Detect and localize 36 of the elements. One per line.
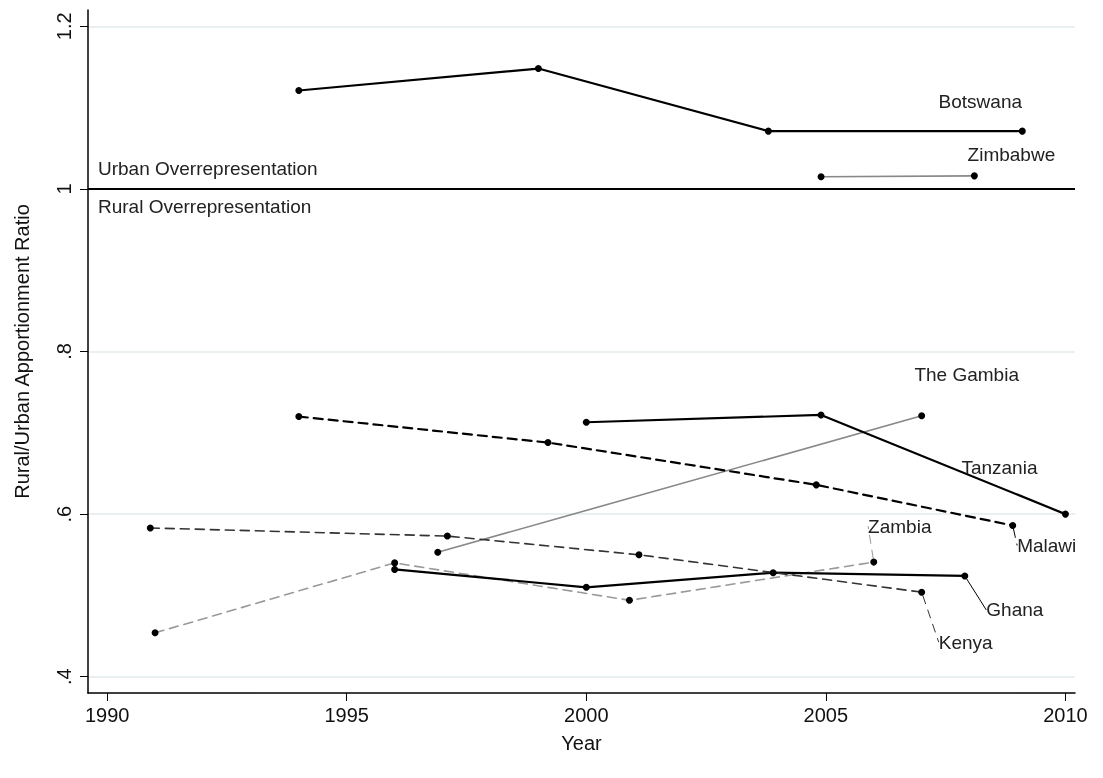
y-tick-label: .4 <box>53 668 75 686</box>
x-tick-label: 2005 <box>803 704 849 726</box>
y-tick-label: 1 <box>53 183 75 195</box>
point <box>1009 522 1017 529</box>
x-tick-label: 2000 <box>564 704 609 726</box>
y-tick-label: .6 <box>53 505 75 523</box>
x-tick-label: 1995 <box>324 704 369 726</box>
point <box>295 413 303 421</box>
point <box>544 439 552 447</box>
series-label: Tanzania <box>961 456 1038 478</box>
x-tick-label: 1990 <box>84 704 130 726</box>
series-label: Ghana <box>986 599 1044 621</box>
point <box>582 583 590 591</box>
series-label: Zambia <box>868 515 932 537</box>
point <box>764 127 772 135</box>
point <box>534 65 542 73</box>
point <box>295 87 303 94</box>
series-label: The Gambia <box>914 364 1020 386</box>
point <box>1061 510 1069 518</box>
annotation: Urban Overrepresentation <box>98 157 318 179</box>
y-tick-label: .8 <box>53 343 75 360</box>
legend-label: Malawi <box>1017 535 1077 556</box>
point <box>582 418 590 426</box>
annotation: Rural Overrepresentation <box>98 195 312 217</box>
point <box>812 481 820 489</box>
x-axis-title: Year <box>561 732 603 754</box>
series-label: Botswana <box>938 90 1023 112</box>
x-tick-label: 2010 <box>1043 704 1088 726</box>
point <box>1018 127 1026 135</box>
point <box>961 572 969 580</box>
series-label: Zimbabwe <box>967 144 1056 166</box>
y-tick-label: 1.2 <box>53 12 75 41</box>
text: Kenya <box>938 631 994 653</box>
point <box>769 569 777 577</box>
y-axis-title: Rural/Urban Apportionment Ratio <box>11 204 33 499</box>
point <box>391 565 399 573</box>
